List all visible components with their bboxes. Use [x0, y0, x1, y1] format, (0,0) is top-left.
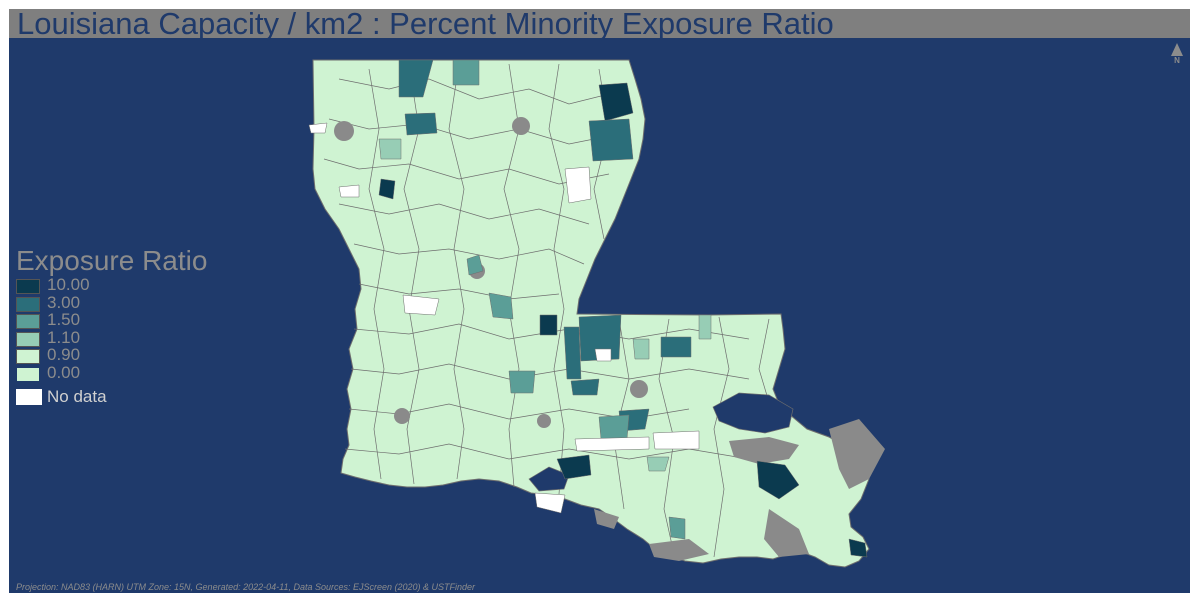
legend-row-no-data: No data: [16, 387, 207, 407]
north-arrow: N: [1169, 43, 1185, 66]
legend-swatch-no-data: [16, 389, 42, 405]
lake-pontchartrain: [712, 392, 794, 434]
legend-row: 0.00: [16, 362, 207, 382]
legend-row: 0.90: [16, 346, 207, 364]
legend-label: 3.00: [47, 292, 81, 312]
legend-swatch: [16, 366, 40, 382]
legend-row: 10.00: [16, 276, 207, 294]
class-1-1-areas: [378, 138, 712, 472]
legend-label: 0.90: [47, 345, 81, 364]
legend-swatch: [16, 314, 40, 329]
no-data-areas: [308, 122, 700, 514]
legend: Exposure Ratio 10.00 3.00 1.50 1.10 0.90…: [16, 246, 207, 407]
title-bar: Louisiana Capacity / km2 : Percent Minor…: [9, 9, 1190, 41]
map-title: Louisiana Capacity / km2 : Percent Minor…: [17, 9, 834, 41]
legend-title: Exposure Ratio: [16, 245, 208, 276]
legend-swatch: [16, 296, 40, 312]
legend-swatch: [16, 331, 40, 347]
legend-row: 1.50: [16, 311, 207, 329]
coastal-bay: [528, 466, 570, 492]
legend-row: 1.10: [16, 327, 207, 347]
legend-swatch: [16, 279, 40, 294]
class-1-5-areas: [452, 59, 686, 540]
legend-label-no-data: No data: [47, 387, 107, 406]
class-10-areas: [378, 82, 868, 558]
legend-swatch: [16, 349, 40, 364]
legend-label: 1.10: [47, 327, 81, 347]
north-arrow-icon: [1171, 43, 1183, 56]
class-3-areas: [398, 59, 692, 432]
legend-label: 0.00: [47, 362, 81, 382]
legend-label: 10.00: [47, 275, 90, 294]
urban-clusters: [334, 117, 885, 561]
north-label: N: [1174, 56, 1180, 65]
map-frame: Louisiana Capacity / km2 : Percent Minor…: [9, 9, 1190, 593]
louisiana-land: [312, 59, 870, 568]
legend-row: 3.00: [16, 292, 207, 312]
footer-credits: Projection: NAD83 (HARN) UTM Zone: 15N, …: [16, 582, 476, 592]
louisiana-map: [308, 59, 885, 568]
legend-label: 1.50: [47, 310, 81, 329]
